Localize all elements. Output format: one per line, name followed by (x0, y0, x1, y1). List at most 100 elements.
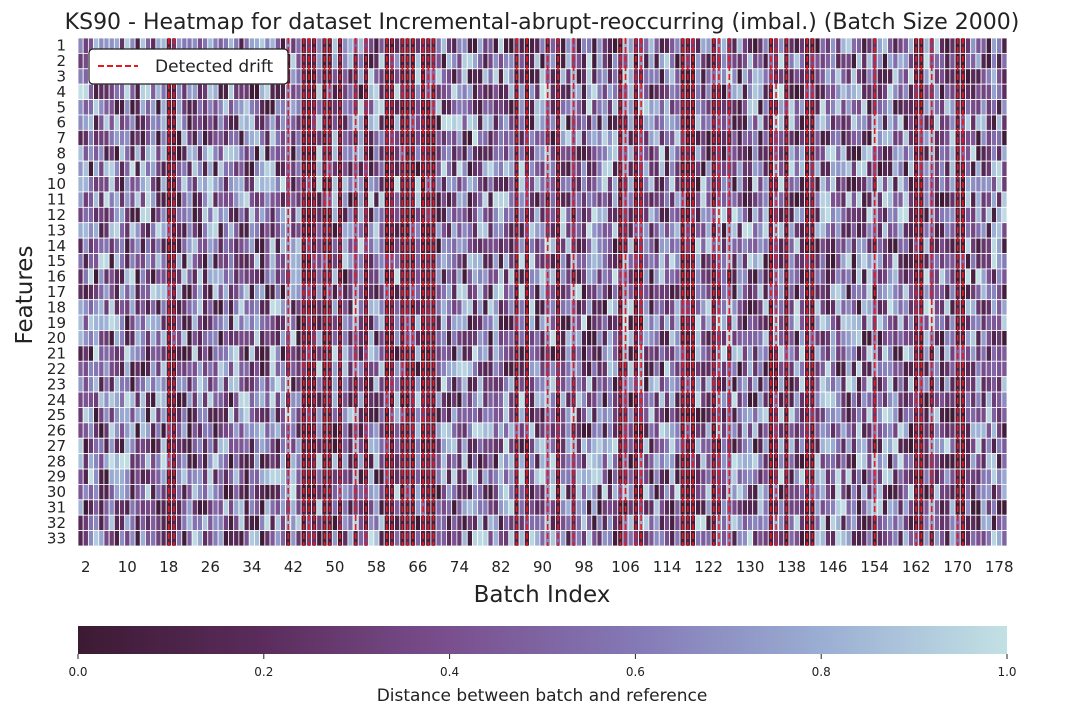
heatmap-cell (497, 145, 504, 162)
heatmap-cell (669, 468, 676, 485)
heatmap-cell (575, 206, 582, 224)
heatmap-cell (700, 283, 707, 301)
heatmap-cell (254, 345, 261, 362)
heatmap-cell (269, 268, 276, 285)
heatmap-cell (747, 52, 754, 70)
heatmap-cell (658, 129, 665, 147)
heatmap-cell (212, 83, 219, 100)
heatmap-cell (477, 83, 484, 100)
heatmap-cell (601, 314, 608, 331)
heatmap-cell (788, 360, 795, 378)
heatmap-cell (228, 253, 235, 270)
heatmap-cell (814, 206, 821, 224)
heatmap-cell (508, 68, 515, 85)
heatmap-cell (736, 268, 743, 285)
heatmap-cell (627, 237, 634, 254)
heatmap-cell (347, 283, 354, 301)
heatmap-cell (451, 222, 458, 239)
heatmap-cell (700, 191, 707, 208)
heatmap-cell (596, 453, 603, 470)
heatmap-cell (601, 176, 608, 193)
heatmap-cell (700, 391, 707, 408)
heatmap-cell (87, 237, 94, 254)
heatmap-cell (586, 99, 593, 116)
heatmap-cell (368, 253, 375, 270)
heatmap-cell (606, 453, 613, 470)
heatmap-cell (586, 191, 593, 208)
heatmap-cell (357, 206, 364, 224)
heatmap-cell (840, 437, 847, 455)
heatmap-cell (669, 360, 676, 378)
heatmap-cell (196, 468, 203, 485)
heatmap-cell (534, 422, 541, 439)
heatmap-cell (207, 237, 214, 254)
heatmap-cell (472, 253, 479, 270)
heatmap-cell (856, 530, 863, 547)
heatmap-cell (606, 422, 613, 439)
heatmap-cell (850, 68, 857, 85)
heatmap-cell (778, 68, 785, 85)
heatmap-cell (539, 176, 546, 193)
heatmap-cell (674, 376, 681, 393)
heatmap-cell (835, 283, 842, 301)
heatmap-cell (280, 499, 287, 516)
heatmap-cell (233, 237, 240, 254)
heatmap-cell (378, 52, 385, 70)
heatmap-cell (77, 129, 84, 147)
heatmap-cell (259, 206, 266, 224)
heatmap-cell (368, 68, 375, 85)
heatmap-cell (612, 283, 619, 301)
heatmap-cell (840, 68, 847, 85)
heatmap-cell (228, 237, 235, 254)
heatmap-cell (108, 330, 115, 347)
heatmap-cell (799, 299, 805, 316)
heatmap-cell (799, 176, 805, 193)
heatmap-cell (778, 114, 785, 131)
heatmap-cell (788, 514, 795, 532)
heatmap-cell (674, 253, 681, 270)
heatmap-cell (762, 484, 769, 501)
heatmap-cell (669, 191, 676, 208)
heatmap-cell (845, 160, 852, 177)
heatmap-cell (596, 299, 603, 316)
heatmap-cell (93, 191, 100, 208)
heatmap-cell (856, 330, 863, 347)
heatmap-cell (186, 391, 193, 408)
heatmap-cell (228, 453, 235, 470)
heatmap-cell (440, 391, 447, 408)
heatmap-cell (139, 314, 146, 331)
heatmap-cell (606, 83, 613, 100)
heatmap-cell (492, 345, 499, 362)
heatmap-cell (840, 499, 847, 516)
heatmap-cell (778, 484, 785, 501)
heatmap-cell (653, 499, 660, 516)
heatmap-cell (440, 99, 447, 116)
heatmap-cell (160, 237, 167, 254)
heatmap-cell (518, 376, 525, 393)
heatmap-cell (238, 129, 245, 147)
heatmap-cell (487, 514, 494, 532)
heatmap-cell (196, 191, 203, 208)
heatmap-cell (482, 484, 489, 501)
heatmap-cell (819, 376, 826, 393)
heatmap-cell (492, 484, 499, 501)
heatmap-cell (93, 484, 100, 501)
heatmap-cell (612, 37, 619, 54)
heatmap-cell (814, 283, 821, 301)
heatmap-cell (139, 191, 146, 208)
heatmap-cell (612, 129, 619, 147)
heatmap-cell (840, 37, 847, 54)
heatmap-cell (77, 253, 84, 270)
heatmap-cell (347, 68, 354, 85)
heatmap-cell (254, 283, 261, 301)
heatmap-cell (752, 206, 759, 224)
heatmap-cell (814, 468, 821, 485)
heatmap-cell (357, 52, 364, 70)
heatmap-cell (845, 530, 852, 547)
heatmap-cell (456, 145, 463, 162)
heatmap-cell (539, 484, 546, 501)
heatmap-cell (840, 376, 847, 393)
heatmap-cell (342, 283, 349, 301)
heatmap-cell (124, 268, 131, 285)
heatmap-cell (830, 222, 837, 239)
